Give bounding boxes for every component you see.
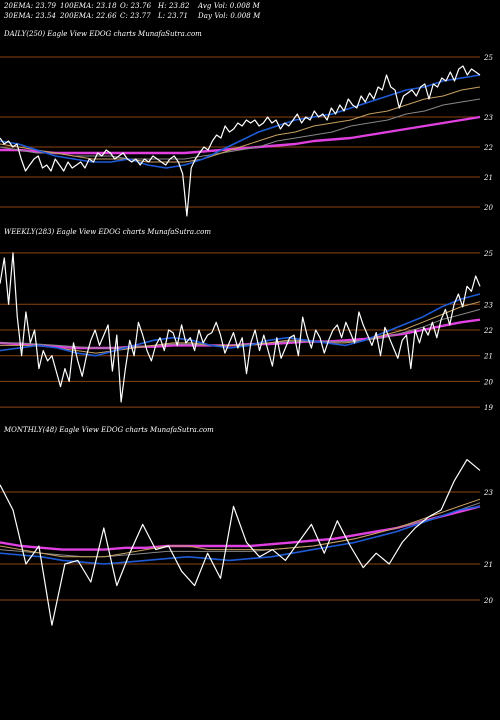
header-close: C: 23.77 — [120, 12, 151, 20]
daily-panel-label: DAILY(250) Eagle View EDOG charts Munafa… — [4, 30, 202, 38]
daily-y-tick-label-2: 22 — [483, 144, 493, 152]
header-ema20: 20EMA: 23.79 — [4, 2, 57, 10]
weekly-price-line — [0, 252, 481, 403]
monthly-y-tick-label-1: 21 — [483, 561, 493, 569]
weekly-y-tick-label-0: 25 — [483, 250, 493, 258]
monthly-price-line — [0, 459, 481, 626]
weekly-y-tick-label-2: 22 — [483, 327, 493, 335]
weekly-y-tick-label-3: 21 — [483, 353, 493, 361]
weekly-y-tick-label-4: 20 — [483, 378, 493, 386]
daily-y-tick-label-1: 23 — [483, 114, 493, 122]
weekly-ema-slow-line — [0, 308, 481, 349]
header-ema100: 100EMA: 23.18 — [60, 2, 117, 10]
weekly-ema-mid-line — [0, 301, 481, 354]
header-day-vol: Day Vol: 0.008 M — [198, 12, 261, 20]
monthly-panel-label: MONTHLY(48) Eagle View EDOG charts Munaf… — [4, 426, 214, 434]
weekly-panel-label: WEEKLY(283) Eagle View EDOG charts Munaf… — [4, 228, 212, 236]
monthly-y-tick-label-2: 20 — [483, 597, 493, 605]
header-high: H: 23.82 — [158, 2, 190, 10]
daily-y-tick-label-0: 25 — [483, 54, 493, 62]
daily-y-tick-label-3: 21 — [483, 174, 493, 182]
daily-ema-slow-line — [0, 98, 481, 160]
weekly-y-tick-label-1: 23 — [483, 301, 493, 309]
monthly-y-tick-label-0: 23 — [483, 489, 493, 497]
header-low: L: 23.71 — [158, 12, 189, 20]
monthly-ema-fast-line — [0, 505, 481, 565]
monthly-ema-mid-line — [0, 498, 481, 558]
header-ema200: 200EMA: 22.66 — [60, 12, 117, 20]
header-open: O: 23.76 — [120, 2, 152, 10]
daily-ema-long-line — [0, 115, 481, 155]
header-ema30: 30EMA: 23.54 — [4, 12, 57, 20]
daily-ema-fast-line — [0, 74, 481, 169]
daily-price-line — [0, 65, 481, 217]
weekly-ema-fast-line — [0, 293, 481, 357]
header-avg-vol: Avg Vol: 0.008 M — [198, 2, 260, 10]
daily-y-tick-label-4: 20 — [483, 204, 493, 212]
weekly-y-tick-label-5: 19 — [484, 404, 493, 412]
